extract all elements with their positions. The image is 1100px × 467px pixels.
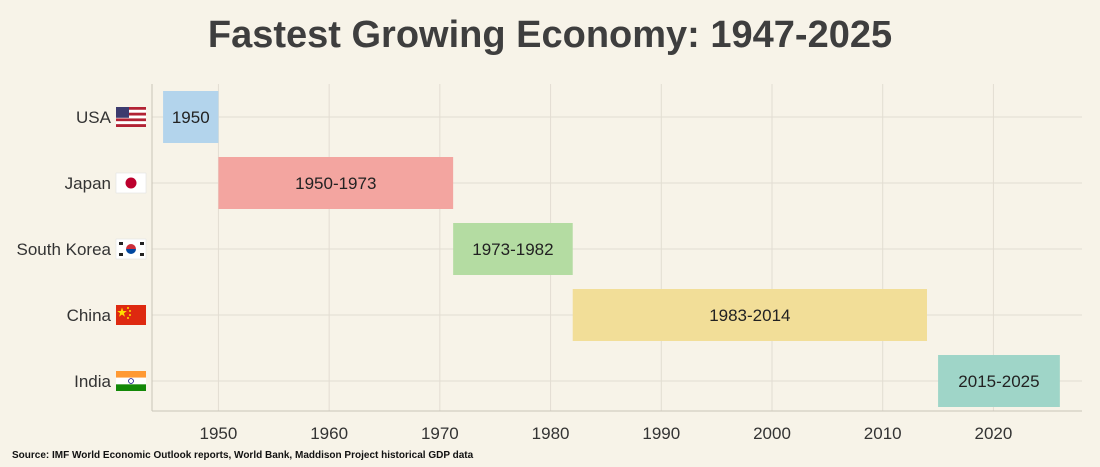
flag-stripe	[116, 121, 146, 125]
bar-label: 1983-2014	[709, 306, 790, 325]
y-tick-label: South Korea	[16, 240, 111, 259]
flag-small-star	[129, 310, 131, 312]
flag-small-star	[129, 314, 131, 316]
india-flag-icon	[116, 371, 146, 391]
flag-stripe	[116, 112, 146, 116]
y-tick-label: Japan	[65, 174, 111, 193]
flag-trigram	[140, 253, 144, 256]
bar-label: 1973-1982	[472, 240, 553, 259]
japan-flag-icon	[115, 172, 147, 194]
flag-stripe	[116, 118, 146, 122]
x-tick-label: 1990	[642, 424, 680, 443]
usa-flag-icon	[116, 107, 146, 127]
flag-stripe	[116, 124, 146, 127]
south-korea-flag-icon	[115, 238, 147, 260]
flag-green	[116, 384, 146, 391]
flag-small-star	[127, 317, 129, 319]
bar-japan	[218, 157, 454, 209]
flag-taeguk-red	[126, 244, 136, 249]
flag-trigram	[119, 253, 123, 256]
x-tick-label: 2000	[753, 424, 791, 443]
bar-label: 1950	[172, 108, 210, 127]
bar-india	[938, 355, 1060, 407]
bar-label: 1950-1973	[295, 174, 376, 193]
x-tick-label: 2010	[864, 424, 902, 443]
bar-usa	[163, 91, 219, 143]
flag-stripe	[116, 107, 146, 110]
x-tick-label: 2020	[975, 424, 1013, 443]
flag-stripe	[116, 109, 146, 113]
y-tick-label: China	[67, 306, 112, 325]
flag-star	[117, 307, 127, 317]
flag-saffron	[116, 371, 146, 378]
x-tick-label: 1960	[310, 424, 348, 443]
x-tick-label: 1970	[421, 424, 459, 443]
x-tick-label: 1980	[532, 424, 570, 443]
flag-disc	[125, 177, 137, 189]
chart-title: Fastest Growing Economy: 1947-2025	[207, 14, 893, 56]
flag-canton	[116, 107, 129, 118]
y-tick-label: India	[74, 372, 111, 391]
flag-trigram	[140, 242, 144, 245]
china-flag-icon	[116, 305, 146, 325]
y-tick-label: USA	[76, 108, 112, 127]
bar-label: 2015-2025	[958, 372, 1039, 391]
x-tick-label: 1950	[200, 424, 238, 443]
flag-taeguk-blue	[126, 249, 136, 254]
bar-south-korea	[453, 223, 573, 275]
flag-stripe	[116, 115, 146, 119]
flag-white	[116, 377, 146, 385]
bar-china	[572, 289, 927, 341]
flag-trigram	[119, 242, 123, 245]
flag-small-star	[127, 307, 129, 309]
source-note: Source: IMF World Economic Outlook repor…	[12, 450, 474, 461]
flag-chakra	[128, 378, 134, 384]
